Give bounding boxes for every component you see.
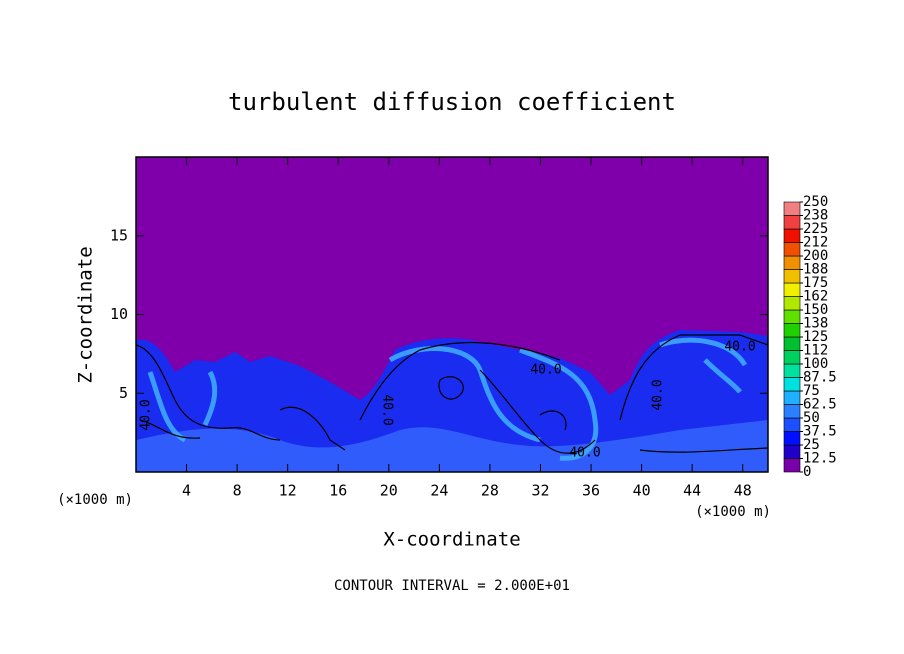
colorbar-label: 12.5 (803, 451, 837, 467)
y-tick-label: 5 (119, 384, 128, 402)
x-tick-label: 24 (430, 482, 448, 500)
colorbar-band (783, 323, 801, 338)
x-tick-label: 32 (531, 482, 549, 500)
colorbar-label: 200 (803, 248, 828, 264)
x-tick-label: 16 (329, 482, 347, 500)
chart-title: turbulent diffusion coefficient (228, 88, 676, 116)
colorbar-band (783, 255, 801, 270)
y-axis-label: Z-coordinate (75, 246, 97, 383)
colorbar-label: 150 (803, 302, 828, 318)
colorbar-band (783, 417, 801, 432)
colorbar-label: 25 (803, 437, 820, 453)
colorbar-label: 125 (803, 329, 828, 345)
contour-label: 40.0 (380, 394, 395, 425)
colorbar-band (783, 431, 801, 446)
x-tick-label: 36 (582, 482, 600, 500)
contour-label: 40.0 (651, 379, 666, 410)
colorbar-band (783, 404, 801, 419)
y-tick-label: 15 (110, 226, 128, 244)
colorbar-label: 212 (803, 235, 828, 251)
unit-label: (×1000 m) (57, 492, 133, 508)
colorbar-band (783, 201, 801, 216)
colorbar-label: 138 (803, 316, 828, 332)
colorbar-label: 75 (803, 383, 820, 399)
colorbar-band (783, 296, 801, 311)
colorbar-band (783, 228, 801, 243)
colorbar-label: 188 (803, 262, 828, 278)
colorbar-band (783, 269, 801, 284)
field (135, 157, 769, 472)
x-tick-label: 28 (481, 482, 499, 500)
colorbar-band (783, 350, 801, 365)
colorbar-band (783, 309, 801, 324)
colorbar-band (783, 363, 801, 378)
colorbar-band (783, 282, 801, 297)
colorbar-band (783, 377, 801, 392)
colorbar-label: 225 (803, 221, 828, 237)
colorbar-label: 175 (803, 275, 828, 291)
colorbar-label: 238 (803, 208, 828, 224)
colorbar-band (783, 242, 801, 257)
colorbar-label: 162 (803, 289, 828, 305)
colorbar-band (783, 390, 801, 405)
y-tick-label: 10 (110, 305, 128, 323)
x-axis-label: X-coordinate (383, 529, 520, 551)
x-tick-label: 48 (734, 482, 752, 500)
colorbar-label: 50 (803, 410, 820, 426)
colorbar-label: 112 (803, 343, 828, 359)
colorbar-label: 250 (803, 194, 828, 210)
contour-interval: CONTOUR INTERVAL = 2.000E+01 (334, 578, 570, 594)
colorbar-label: 37.5 (803, 424, 837, 440)
x-tick-label: 8 (233, 482, 242, 500)
contour-lines (135, 334, 769, 454)
x-tick-label: 40 (633, 482, 651, 500)
x-tick-label: 20 (380, 482, 398, 500)
colorbar-band (783, 215, 801, 230)
colorbar-label: 87.5 (803, 370, 837, 386)
colorbar-label: 100 (803, 356, 828, 372)
contour-label: 40.0 (569, 446, 600, 461)
contour-label: 40.0 (530, 363, 561, 378)
field-region (136, 330, 768, 472)
colorbar-label: 0 (803, 464, 811, 480)
field-light (136, 420, 768, 472)
unit-label: (×1000 m) (695, 504, 771, 520)
colorbar-band (783, 458, 801, 473)
x-tick-label: 44 (683, 482, 701, 500)
colorbar-label: 62.5 (803, 397, 837, 413)
x-tick-label: 12 (279, 482, 297, 500)
contour-label: 40.0 (724, 340, 755, 355)
colorbar-band (783, 336, 801, 351)
x-tick-label: 4 (182, 482, 191, 500)
contour-label: 40.0 (139, 399, 154, 430)
colorbar-band (783, 444, 801, 459)
